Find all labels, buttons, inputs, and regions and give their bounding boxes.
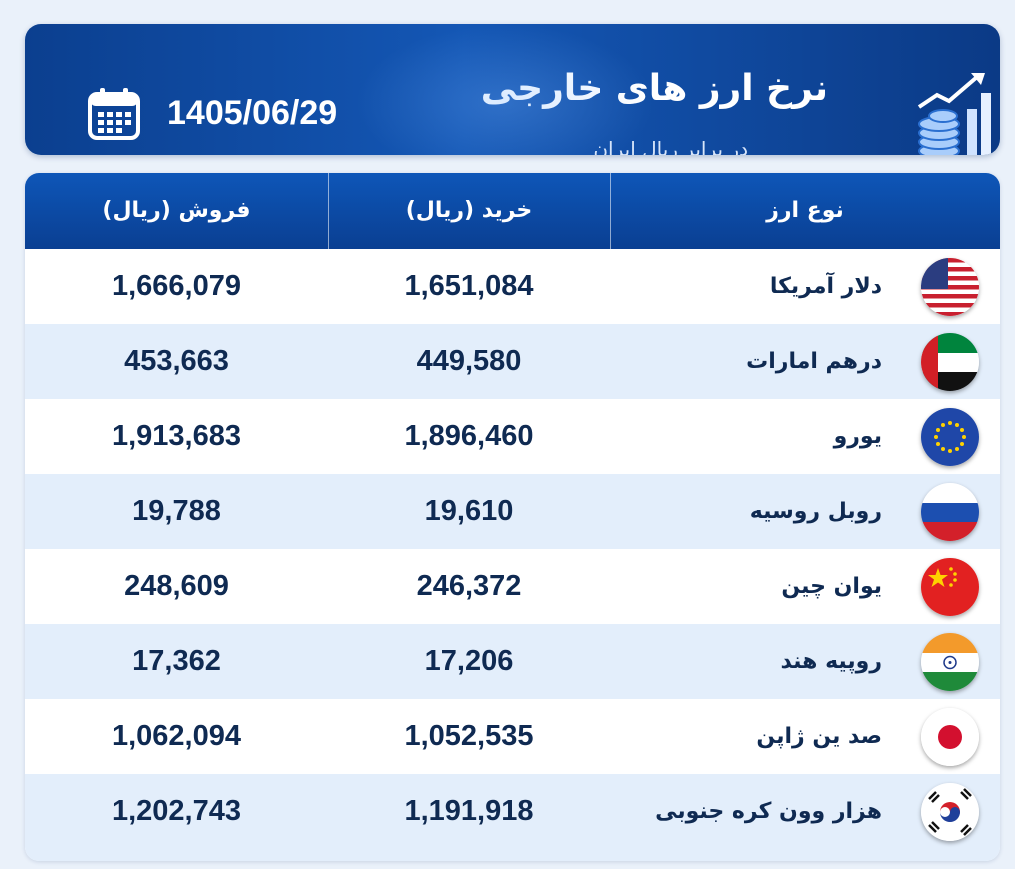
- currency-name: روپیه هند: [780, 649, 882, 674]
- sell-value: 1,666,079: [111, 270, 241, 302]
- currency-name: یوان چین: [781, 574, 882, 599]
- sell-value: 17,362: [132, 645, 221, 677]
- table-row: 17,362 17,206 روپیه هند: [25, 624, 1000, 699]
- buy-value: 1,896,460: [404, 420, 534, 452]
- india-flag-icon: [921, 633, 979, 691]
- buy-value: 1,191,918: [404, 795, 534, 827]
- japan-flag-icon: [921, 708, 979, 766]
- sell-value: 1,202,743: [111, 795, 241, 827]
- usa-flag-icon: [921, 258, 979, 316]
- china-flag-icon: [921, 558, 979, 616]
- sell-value: 453,663: [124, 345, 229, 377]
- table-row: 1,202,743 1,191,918 هزار وون کره جنوبی: [25, 774, 1000, 861]
- currency-name: دلار آمریکا: [769, 274, 882, 299]
- eu-flag-icon: [921, 408, 979, 466]
- date-label: 1405/06/29: [167, 94, 338, 132]
- column-divider: [328, 173, 329, 249]
- calendar-icon: [88, 88, 140, 140]
- buy-value: 19,610: [424, 495, 514, 527]
- table-row: 248,609 246,372 یوان چین: [25, 549, 1000, 624]
- sell-value: 248,609: [124, 570, 229, 602]
- buy-value: 1,651,084: [404, 270, 534, 302]
- currency-name: صد ین ژاپن: [756, 724, 882, 749]
- sell-value: 1,913,683: [111, 420, 241, 452]
- buy-value: 1,052,535: [404, 720, 534, 752]
- currency-name: هزار وون کره جنوبی: [655, 799, 882, 824]
- table-row: 1,062,094 1,052,535 صد ین ژاپن: [25, 699, 1000, 774]
- column-header-buy: خرید (ریال): [405, 198, 533, 223]
- sell-value: 1,062,094: [111, 720, 241, 752]
- page-subtitle: در برابر ریال ایران: [593, 137, 748, 155]
- header-banner: 1405/06/29 نرخ ارز های خارجی در برابر ری…: [25, 24, 1000, 155]
- south-korea-flag-icon: [921, 783, 979, 841]
- sell-value: 19,788: [132, 495, 221, 527]
- exchange-rate-table: نوع ارز خرید (ریال) فروش (ریال) 1,666,07…: [25, 173, 1000, 861]
- russia-flag-icon: [921, 483, 979, 541]
- column-header-sell: فروش (ریال): [102, 198, 251, 223]
- table-header: نوع ارز خرید (ریال) فروش (ریال): [25, 173, 1000, 249]
- table-row: 1,913,683 1,896,460 یورو: [25, 399, 1000, 474]
- page-title: نرخ ارز های خارجی: [480, 68, 828, 109]
- currency-name: یورو: [833, 424, 882, 449]
- buy-value: 17,206: [424, 645, 514, 677]
- column-header-currency-type: نوع ارز: [766, 198, 844, 223]
- uae-flag-icon: [921, 333, 979, 391]
- buy-value: 449,580: [416, 345, 522, 377]
- buy-value: 246,372: [416, 570, 522, 602]
- table-row: 1,666,079 1,651,084 دلار آمریکا: [25, 249, 1000, 324]
- table-row: 19,788 19,610 روبل روسیه: [25, 474, 1000, 549]
- coins-chart-icon: [917, 73, 991, 155]
- table-row: 453,663 449,580 درهم امارات: [25, 324, 1000, 399]
- currency-name: درهم امارات: [746, 349, 882, 374]
- column-divider: [610, 173, 611, 249]
- currency-name: روبل روسیه: [749, 499, 882, 524]
